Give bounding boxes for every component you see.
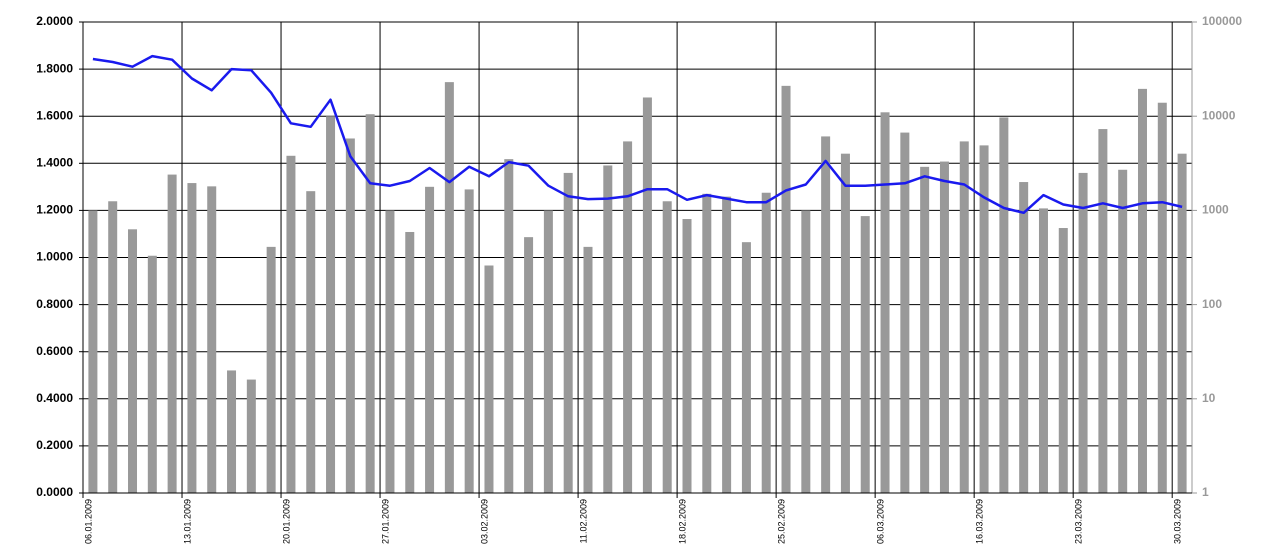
y-tick-label: 0.8000 [36,297,73,311]
bar [761,192,771,494]
x-tick-label: 06.01.2009 [83,499,93,544]
bar [1078,172,1088,493]
bar [405,231,415,494]
bar [880,112,890,493]
bar [563,172,573,493]
y2-tick-label: 10000 [1202,108,1236,122]
y2-tick-label: 1 [1202,485,1209,499]
bar [662,201,672,494]
bar [266,246,276,493]
bar [1019,182,1029,493]
bar [504,159,514,493]
x-tick-label: 30.03.2009 [1173,499,1183,544]
y-tick-label: 1.8000 [36,61,73,75]
y-tick-label: 0.0000 [36,485,73,499]
bar [1058,228,1068,493]
y2-tick-label: 100000 [1202,14,1242,28]
bar [741,242,751,493]
bar [979,145,989,493]
bar [108,201,118,494]
y-tick-label: 2.0000 [36,14,73,28]
bar [543,210,553,493]
x-tick-label: 06.03.2009 [876,499,886,544]
line [92,54,1183,215]
bar [959,141,969,493]
bar [1137,88,1147,494]
y-tick-label: 1.6000 [36,108,73,122]
x-tick-label: 27.01.2009 [380,499,390,544]
bar [167,174,177,493]
bar [207,186,217,493]
bar [484,265,494,493]
bar [900,132,910,494]
x-tick-label: 03.02.2009 [479,499,489,544]
x-tick-label: 18.02.2009 [677,499,687,544]
bar [682,219,692,494]
bar [860,216,870,493]
bar [1118,169,1128,493]
x-tick-label: 23.03.2009 [1074,499,1084,544]
y-tick-label: 0.6000 [36,344,73,358]
bar [801,210,811,493]
bar [781,85,791,494]
bar [326,116,336,493]
bar [999,117,1009,493]
y2-tick-label: 10 [1202,391,1216,405]
y2-tick-label: 100 [1202,297,1222,311]
bar [385,210,395,493]
y2-tick-label: 1000 [1202,203,1229,217]
y-tick-label: 0.2000 [36,438,73,452]
bar [345,138,355,493]
bar [583,246,593,493]
bar [821,136,831,493]
x-tick-label: 20.01.2009 [281,499,291,544]
bar [920,166,930,493]
bar [623,141,633,493]
bar [88,210,98,493]
bar [840,153,850,493]
y-tick-label: 1.4000 [36,155,73,169]
y-tick-label: 0.4000 [36,391,73,405]
bar [1157,102,1167,494]
bar [306,191,316,494]
bar [642,97,652,493]
bar [1038,208,1048,493]
bar [1177,153,1187,493]
bar [603,165,613,493]
bar [1098,129,1108,493]
bar [939,161,949,494]
bar [147,255,157,493]
x-tick-label: 11.02.2009 [578,499,588,543]
bar [444,82,454,493]
bar [286,155,296,494]
y-tick-label: 1.0000 [36,250,73,264]
x-tick-label: 25.02.2009 [777,499,787,544]
x-tick-label: 13.01.2009 [182,499,192,544]
bar [128,229,138,493]
bar [524,237,534,493]
bar [425,186,435,494]
bar [227,370,237,493]
x-tick-label: 16.03.2009 [975,499,985,544]
bar [246,379,256,493]
bar [464,189,474,493]
bar [702,193,712,494]
bar [365,114,375,493]
bar [187,183,197,493]
y-tick-label: 1.2000 [36,203,73,217]
bar [722,196,732,493]
